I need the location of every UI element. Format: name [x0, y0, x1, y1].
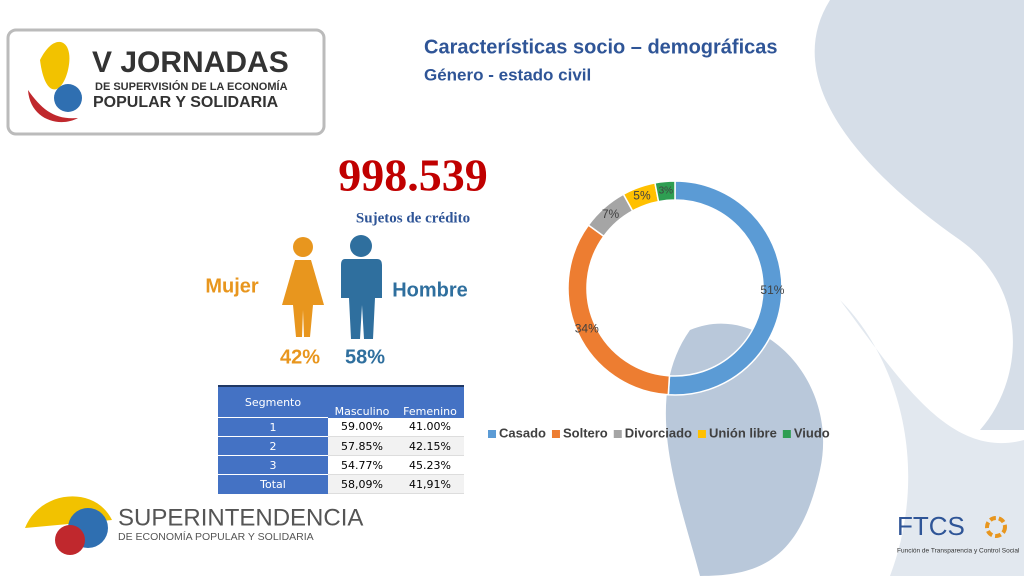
- table-header: Masculino: [328, 385, 396, 418]
- data-label: 51%: [760, 283, 784, 297]
- logo-text: DE ECONOMÍA POPULAR Y SOLIDARIA: [118, 530, 314, 543]
- table-cell: 59.00%: [328, 417, 396, 437]
- logo-text: FTCS: [897, 511, 965, 541]
- female-label: Mujer: [205, 275, 259, 297]
- logo-icon: [55, 525, 85, 555]
- female-pct: 42%: [280, 346, 320, 368]
- data-label: 5%: [633, 188, 651, 202]
- total-label: Sujetos de crédito: [356, 210, 470, 226]
- bg-shape: [814, 0, 1024, 430]
- legend-swatch: [782, 430, 791, 438]
- male-icon: [341, 235, 382, 339]
- subtitle: Género - estado civil: [424, 65, 591, 84]
- table-cell: 41.00%: [396, 417, 464, 437]
- legend-swatch: [613, 430, 622, 438]
- table-cell: 2: [218, 436, 328, 456]
- logo-text: SUPERINTENDENCIA: [118, 504, 363, 531]
- segment-table: Segmento Masculino Femenino 1 59.00% 41.00% 2 5…: [218, 385, 464, 494]
- total-value: 998.539: [338, 150, 488, 201]
- table-cell: 54.77%: [328, 455, 396, 475]
- male-pct: 58%: [345, 346, 385, 368]
- data-label: 34%: [575, 322, 599, 336]
- logo-icon: [40, 41, 70, 90]
- donut-segment: [654, 180, 676, 203]
- table-cell: 57.85%: [328, 436, 396, 456]
- logo-text: Función de Transparencia y Control Socia…: [897, 548, 1020, 555]
- data-label: 3%: [659, 186, 674, 197]
- legend-label: Divorciado: [625, 425, 692, 440]
- logo-icon: [985, 516, 1007, 538]
- legend-swatch: [697, 430, 706, 438]
- female-icon: [282, 237, 324, 337]
- table-header: Femenino: [396, 385, 464, 418]
- table-cell: 41,91%: [396, 474, 464, 494]
- bg-shape: [840, 300, 1024, 576]
- logo-icon: [54, 84, 82, 112]
- logo-text: DE SUPERVISIÓN DE LA ECONOMÍA: [95, 80, 288, 93]
- logo-box: [6, 28, 326, 136]
- logo-icon: [28, 90, 78, 123]
- legend-swatch: [551, 430, 560, 438]
- donut-segment: [567, 224, 671, 396]
- table-cell: 3: [218, 455, 328, 475]
- table-cell: 1: [218, 417, 328, 437]
- table-cell: 58,09%: [328, 474, 396, 494]
- table-cell: 45.23%: [396, 455, 464, 475]
- table-cell: Total: [218, 474, 328, 494]
- data-label: 7%: [602, 207, 620, 221]
- logo-text: V JORNADAS: [92, 46, 289, 79]
- title: Características socio – demográficas: [424, 36, 778, 58]
- legend-label: Casado: [499, 425, 546, 440]
- legend-label: Unión libre: [709, 425, 777, 440]
- logo-text: POPULAR Y SOLIDARIA: [93, 94, 279, 111]
- legend-label: Soltero: [563, 425, 608, 440]
- table-header: Segmento: [218, 385, 328, 418]
- legend-label: Viudo: [794, 425, 830, 440]
- male-label: Hombre: [392, 279, 468, 301]
- table-cell: 42.15%: [396, 436, 464, 456]
- legend-swatch: [488, 430, 496, 438]
